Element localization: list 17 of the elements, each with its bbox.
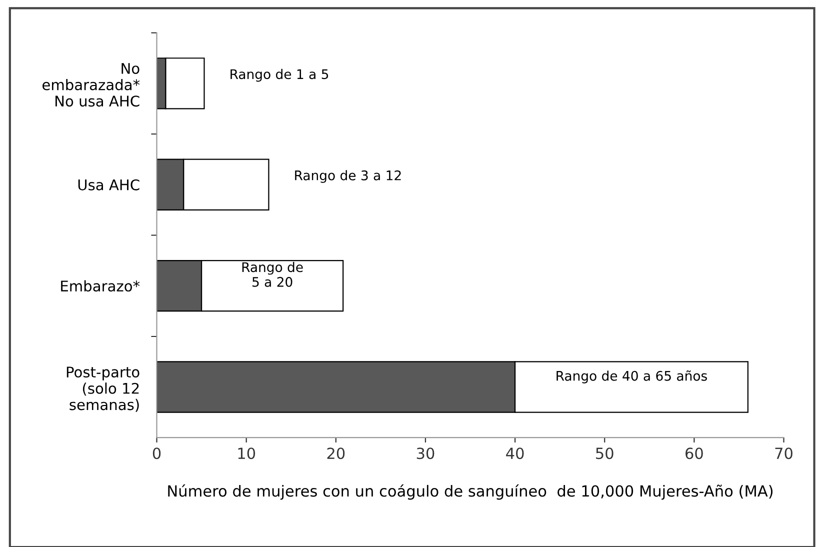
data-label: Rango de 3 a 12	[295, 170, 401, 183]
data-label: Rango de 5 a 20	[242, 262, 303, 287]
x-tick-label: 70	[775, 448, 792, 460]
x-tick-label: 40	[506, 448, 524, 460]
data-label: Rango de 1 a 5	[230, 68, 328, 82]
x-tick-label: 50	[596, 448, 614, 460]
y-tick-label: No embarazada* No usa AHC	[42, 63, 140, 107]
y-tick-label: Post-parto (solo 12 semanas)	[66, 366, 140, 412]
x-tick-label: 30	[416, 448, 434, 460]
x-tick-label: 10	[238, 448, 256, 460]
x-tick-label: 60	[686, 448, 703, 460]
x-axis-title: Número de mujeres con un coágulo de sanguíneo de 10,000 Mujeres-Año (MA)	[168, 484, 773, 500]
x-tick-label: 20	[327, 448, 345, 460]
y-tick-label: Embarazo*	[61, 280, 140, 292]
data-label: Rango de 40 a 65 años	[556, 370, 707, 384]
y-tick-label: Usa AHC	[78, 179, 140, 190]
x-tick-label: 0	[152, 448, 161, 460]
